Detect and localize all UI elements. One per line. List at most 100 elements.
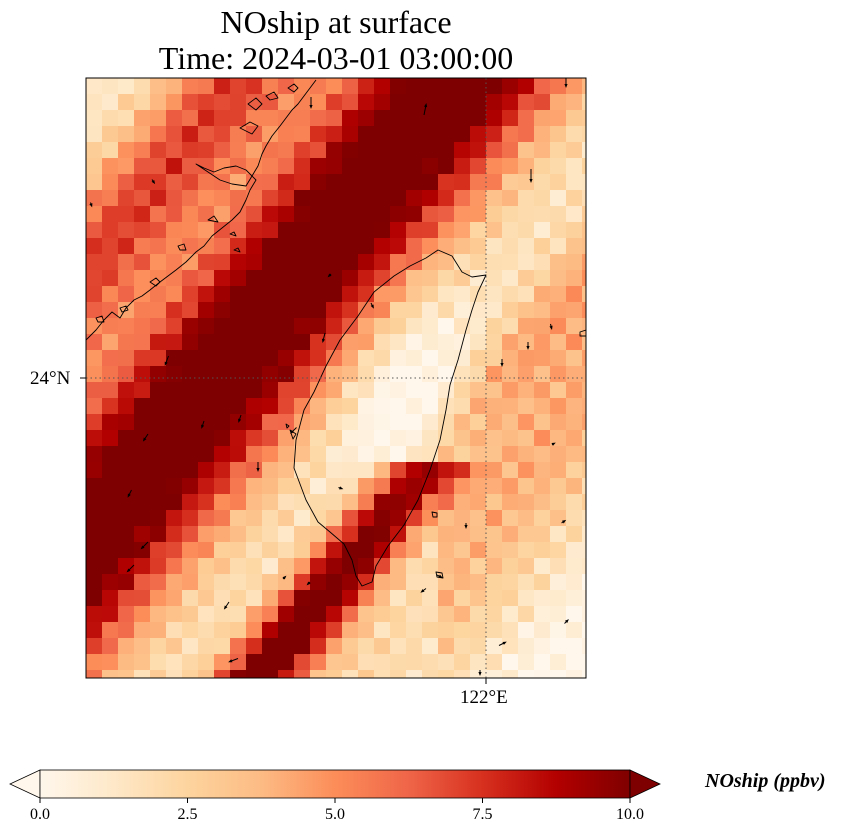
field-cell bbox=[358, 478, 375, 495]
field-cell bbox=[390, 654, 407, 671]
field-cell bbox=[470, 574, 487, 591]
field-cell bbox=[582, 190, 586, 207]
field-cell bbox=[470, 302, 487, 319]
field-cell bbox=[262, 430, 279, 447]
field-cell bbox=[294, 222, 311, 239]
field-cell bbox=[534, 222, 551, 239]
field-cell bbox=[470, 606, 487, 623]
field-cell bbox=[342, 286, 359, 303]
field-cell bbox=[534, 414, 551, 431]
field-cell bbox=[374, 78, 391, 95]
field-cell bbox=[566, 558, 583, 575]
field-cell bbox=[582, 142, 586, 159]
field-cell bbox=[486, 350, 503, 367]
field-cell bbox=[310, 494, 327, 511]
field-cell bbox=[518, 286, 535, 303]
wind-arrow bbox=[228, 658, 239, 663]
wind-arrow bbox=[290, 427, 297, 434]
field-cell bbox=[374, 158, 391, 175]
wind-arrow bbox=[140, 541, 149, 550]
field-cell bbox=[294, 78, 311, 95]
field-cell bbox=[230, 334, 247, 351]
field-cell bbox=[502, 606, 519, 623]
field-cell bbox=[214, 574, 231, 591]
field-cell bbox=[166, 654, 183, 671]
field-cell bbox=[470, 494, 487, 511]
field-cell bbox=[486, 206, 503, 223]
field-cell bbox=[294, 382, 311, 399]
field-cell bbox=[230, 622, 247, 639]
field-cell bbox=[230, 606, 247, 623]
field-cell bbox=[214, 494, 231, 511]
field-cell bbox=[582, 670, 586, 678]
field-cell bbox=[534, 622, 551, 639]
field-cell bbox=[550, 366, 567, 383]
field-cell bbox=[486, 462, 503, 479]
colorbar-under-arrow bbox=[9, 769, 41, 799]
field-cell bbox=[406, 222, 423, 239]
wind-arrow bbox=[223, 601, 230, 610]
field-cell bbox=[214, 542, 231, 559]
field-cell bbox=[294, 286, 311, 303]
field-cell bbox=[390, 542, 407, 559]
field-cell bbox=[214, 414, 231, 431]
field-cell bbox=[486, 222, 503, 239]
orchid-island bbox=[435, 571, 444, 579]
field-cell bbox=[470, 430, 487, 447]
field-cell bbox=[454, 302, 471, 319]
field-cell bbox=[294, 590, 311, 607]
field-cell bbox=[406, 78, 423, 95]
field-cell bbox=[374, 366, 391, 383]
field-cell bbox=[166, 526, 183, 543]
field-cell bbox=[102, 142, 119, 159]
field-cell bbox=[198, 654, 215, 671]
field-cell bbox=[166, 670, 183, 678]
field-cell bbox=[118, 254, 135, 271]
field-cell bbox=[262, 558, 279, 575]
field-cell bbox=[390, 478, 407, 495]
field-cell bbox=[102, 526, 119, 543]
field-cell bbox=[470, 558, 487, 575]
field-cell bbox=[470, 126, 487, 143]
field-cell bbox=[150, 174, 167, 191]
field-cell bbox=[182, 558, 199, 575]
field-cell bbox=[150, 510, 167, 527]
field-cell bbox=[374, 334, 391, 351]
field-cell bbox=[182, 94, 199, 111]
field-cell bbox=[150, 190, 167, 207]
field-cell bbox=[134, 574, 151, 591]
field-cell bbox=[166, 238, 183, 255]
field-cell bbox=[214, 78, 231, 95]
wind-arrow bbox=[423, 103, 428, 116]
field-cell bbox=[150, 526, 167, 543]
wind-arrow bbox=[238, 414, 242, 423]
field-cell bbox=[374, 622, 391, 639]
field-cell bbox=[454, 654, 471, 671]
field-cell bbox=[118, 158, 135, 175]
wind-arrow bbox=[436, 574, 443, 578]
field-cell bbox=[326, 398, 343, 415]
field-cell bbox=[134, 366, 151, 383]
field-cell bbox=[230, 190, 247, 207]
field-cell bbox=[518, 142, 535, 159]
field-cell bbox=[262, 446, 279, 463]
field-cell bbox=[406, 414, 423, 431]
field-cell bbox=[390, 510, 407, 527]
field-cell bbox=[326, 542, 343, 559]
field-cell bbox=[118, 190, 135, 207]
field-cell bbox=[550, 190, 567, 207]
wind-arrow bbox=[89, 202, 93, 208]
field-cell bbox=[310, 302, 327, 319]
field-cell bbox=[166, 350, 183, 367]
field-cell bbox=[342, 238, 359, 255]
field-cell bbox=[374, 190, 391, 207]
field-cell bbox=[326, 606, 343, 623]
field-cell bbox=[294, 446, 311, 463]
field-cell bbox=[86, 430, 103, 447]
field-cell bbox=[150, 414, 167, 431]
field-cell bbox=[134, 606, 151, 623]
field-cell bbox=[150, 606, 167, 623]
field-cell bbox=[582, 302, 586, 319]
field-cell bbox=[102, 318, 119, 335]
field-cell bbox=[342, 638, 359, 655]
